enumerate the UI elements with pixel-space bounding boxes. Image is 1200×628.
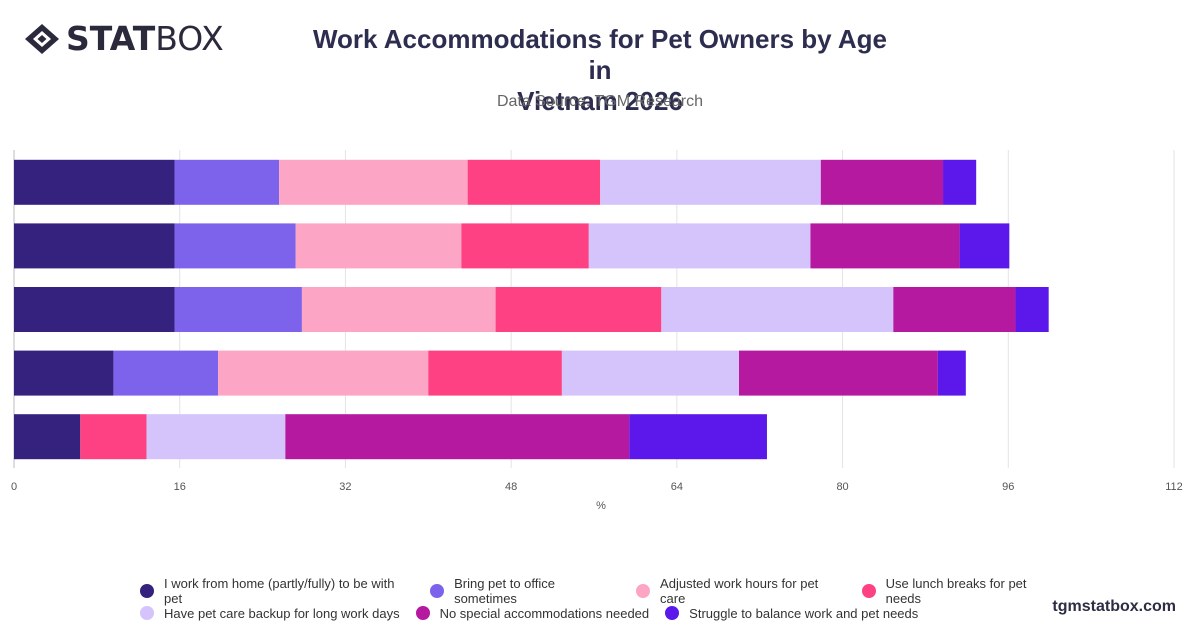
site-url[interactable]: tgmstatbox.com bbox=[1052, 598, 1176, 615]
bar-row4-1 bbox=[14, 350, 114, 396]
legend-item[interactable]: I work from home (partly/fully) to be wi… bbox=[140, 576, 414, 606]
legend-swatch bbox=[415, 606, 430, 620]
bar-row4-5 bbox=[561, 350, 739, 396]
statbox-logo: STATBOX bbox=[24, 22, 224, 55]
bar-row5-7 bbox=[629, 414, 767, 460]
legend-label: Bring pet to office sometimes bbox=[454, 576, 556, 606]
legend-item[interactable]: Bring pet to office sometimes bbox=[430, 576, 620, 606]
bar-row3-1 bbox=[14, 287, 175, 332]
x-tick-label-3: 48 bbox=[505, 481, 517, 493]
bar-row3-2 bbox=[174, 287, 302, 332]
bar-row2-3 bbox=[295, 223, 462, 269]
legend-swatch bbox=[636, 584, 651, 598]
legend-item[interactable]: No special accommodations needed bbox=[415, 605, 650, 621]
legend-row-2: Have pet care backup for long work days N… bbox=[140, 602, 1080, 624]
bar-row1-1 bbox=[14, 159, 175, 205]
x-tick-label-5: 80 bbox=[836, 481, 848, 493]
x-tick-label-7: 112 bbox=[1165, 481, 1183, 493]
legend-swatch bbox=[861, 584, 876, 598]
legend-item[interactable]: Have pet care backup for long work days bbox=[140, 606, 400, 621]
chart-title-line2: Vietnam 2026 bbox=[517, 86, 683, 116]
x-tick-label-6: 96 bbox=[1002, 481, 1014, 493]
bar-row3-7 bbox=[1015, 287, 1049, 332]
bar-row1-2 bbox=[174, 159, 280, 205]
legend-row-1: I work from home (partly/fully) to be wi… bbox=[140, 576, 1080, 606]
bar-row4-4 bbox=[428, 350, 562, 396]
chart-title: Work Accommodations for Pet Owners by Ag… bbox=[300, 24, 900, 117]
bar-row5-1 bbox=[14, 414, 81, 460]
legend-swatch bbox=[665, 606, 680, 620]
bar-row5-4 bbox=[80, 414, 147, 460]
chart-legend: I work from home (partly/fully) to be wi… bbox=[140, 576, 1080, 624]
legend-swatch bbox=[140, 606, 154, 620]
bar-row1-3 bbox=[279, 159, 468, 205]
legend-label: I work from home (partly/fully) to be wi… bbox=[164, 576, 395, 606]
bar-row2-7 bbox=[959, 223, 1010, 269]
bar-row2-2 bbox=[174, 223, 296, 269]
bar-row1-4 bbox=[467, 159, 601, 205]
bar-row3-6 bbox=[893, 287, 1016, 332]
x-tick-label-1: 16 bbox=[174, 481, 186, 493]
logo-diamond-icon bbox=[25, 23, 59, 54]
legend-item[interactable]: Struggle to balance work and pet needs bbox=[665, 606, 918, 621]
legend-label: Adjusted work hours for pet care bbox=[660, 576, 819, 606]
bar-row5-5 bbox=[146, 414, 286, 460]
bar-row4-7 bbox=[937, 350, 966, 396]
x-tick-label-2: 32 bbox=[339, 481, 351, 493]
bar-row1-5 bbox=[600, 159, 821, 205]
bar-row4-2 bbox=[113, 350, 219, 396]
bar-row2-4 bbox=[461, 223, 589, 269]
x-tick-label-4: 64 bbox=[671, 481, 683, 493]
legend-swatch bbox=[140, 584, 154, 598]
bar-row3-4 bbox=[495, 287, 662, 332]
legend-label: Struggle to balance work and pet needs bbox=[689, 605, 919, 621]
bar-row2-1 bbox=[14, 223, 175, 269]
bar-row2-5 bbox=[588, 223, 811, 269]
logo-text-bold: STAT bbox=[66, 19, 156, 58]
bar-row2-6 bbox=[810, 223, 960, 269]
logo-text-light: BOX bbox=[155, 19, 224, 58]
bar-row3-5 bbox=[661, 287, 894, 332]
legend-swatch bbox=[430, 584, 445, 598]
legend-label: No special accommodations needed bbox=[439, 605, 650, 621]
logo-text: STATBOX bbox=[66, 22, 224, 55]
legend-item[interactable]: Use lunch breaks for pet needs bbox=[861, 576, 1064, 606]
x-axis-label: % bbox=[596, 500, 606, 512]
legend-label: Have pet care backup for long work days bbox=[164, 605, 400, 621]
legend-label: Use lunch breaks for pet needs bbox=[885, 576, 1027, 606]
bar-row4-6 bbox=[739, 350, 938, 396]
bar-row3-3 bbox=[301, 287, 496, 332]
legend-item[interactable]: Adjusted work hours for pet care bbox=[636, 576, 846, 606]
chart-title-line1: Work Accommodations for Pet Owners by Ag… bbox=[312, 24, 888, 85]
bar-row4-3 bbox=[218, 350, 429, 396]
chart-subtitle: Data Source: TGM Research bbox=[496, 93, 703, 110]
bar-row1-7 bbox=[943, 159, 977, 205]
x-tick-label-0: 0 bbox=[11, 481, 17, 493]
bar-row5-6 bbox=[285, 414, 630, 460]
bar-row1-6 bbox=[820, 159, 944, 205]
